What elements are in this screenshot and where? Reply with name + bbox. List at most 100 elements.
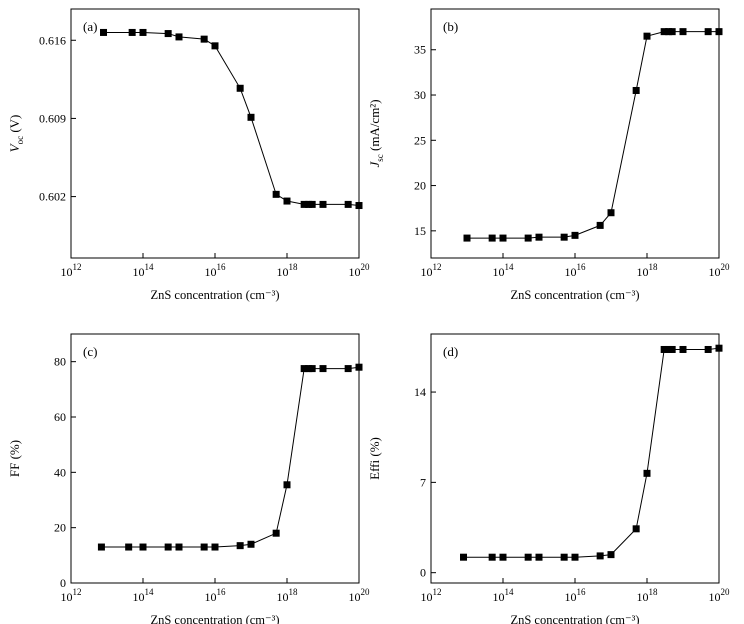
chart-2-series-line — [101, 366, 360, 548]
chart-2-data-point-5 — [200, 543, 208, 551]
chart-3-data-point-3 — [524, 553, 532, 561]
chart-3-x-tick-label: 1012 — [421, 587, 442, 604]
chart-2-x-tick-label: 1012 — [61, 587, 82, 604]
chart-1-x-tick-label: 1016 — [565, 262, 587, 279]
chart-2-data-point-13 — [308, 365, 316, 373]
chart-3-data-point-14 — [679, 345, 687, 353]
chart-0-data-point-14 — [319, 200, 327, 208]
chart-2-y-tick-label: 60 — [54, 410, 66, 424]
chart-0-data-point-15 — [344, 200, 352, 208]
chart-3-data-point-13 — [668, 345, 676, 353]
chart-0-panel-label: (a) — [83, 19, 97, 34]
chart-3-y-tick-label: 0 — [420, 566, 426, 580]
chart-1-x-tick-label: 1020 — [709, 262, 731, 279]
chart-1-y-axis-label: Jsc (mA/cm²) — [367, 99, 385, 167]
chart-2-data-point-10 — [283, 481, 291, 489]
chart-panel-0: 1012 1014 1016 1018 1020 0.602 0.609 0.616 (a) Zn… — [7, 8, 371, 302]
chart-1-data-point-10 — [643, 32, 651, 40]
chart-2-data-point-14 — [319, 365, 327, 373]
chart-2-x-axis-label: ZnS concentration (cm⁻³) — [150, 613, 279, 624]
chart-2-panel-label: (c) — [83, 344, 97, 359]
chart-1-data-point-6 — [571, 231, 579, 239]
chart-3-data-point-9 — [632, 525, 640, 533]
chart-0-data-point-5 — [200, 35, 208, 43]
chart-1-data-point-5 — [560, 233, 568, 241]
chart-1-y-tick-label: 15 — [414, 224, 426, 238]
chart-3-y-axis-label: Effi (%) — [367, 437, 382, 480]
chart-0-x-tick-label: 1014 — [133, 262, 155, 279]
chart-0-data-point-10 — [283, 197, 291, 205]
chart-1-data-point-7 — [596, 221, 604, 229]
chart-1-panel-label: (b) — [443, 19, 458, 34]
chart-2-data-point-0 — [97, 543, 105, 551]
chart-1-y-tick-label: 20 — [414, 179, 426, 193]
chart-3-x-tick-label: 1014 — [493, 587, 515, 604]
chart-0-y-tick-label: 0.602 — [39, 190, 66, 204]
chart-1-y-tick-label: 25 — [414, 133, 426, 147]
chart-1-data-point-13 — [668, 28, 676, 36]
chart-2-x-tick-label: 1020 — [349, 587, 371, 604]
chart-1-data-point-1 — [488, 234, 496, 242]
chart-3-data-point-7 — [596, 552, 604, 560]
chart-0-x-tick-label: 1018 — [277, 262, 299, 279]
chart-3-series-line — [463, 347, 720, 558]
chart-3-x-axis-label: ZnS concentration (cm⁻³) — [510, 613, 639, 624]
chart-3-data-point-4 — [535, 553, 543, 561]
chart-1-data-point-15 — [704, 28, 712, 36]
chart-2-y-tick-label: 0 — [60, 576, 66, 590]
chart-0-data-point-1 — [128, 28, 136, 36]
chart-1-data-point-2 — [499, 234, 507, 242]
chart-1-data-point-9 — [632, 86, 640, 94]
chart-panel-2: 1012 1014 1016 1018 1020 0 20 40 60 80 (c) ZnS conc… — [7, 333, 371, 624]
chart-2-y-tick-label: 20 — [54, 521, 66, 535]
chart-3-plot-frame — [430, 333, 720, 584]
chart-2-x-tick-label: 1014 — [133, 587, 155, 604]
chart-2-y-axis-label: FF (%) — [7, 440, 22, 477]
chart-0-data-point-2 — [139, 28, 147, 36]
chart-3-panel-label: (d) — [443, 344, 458, 359]
chart-3-data-point-16 — [715, 344, 723, 352]
chart-3-x-tick-label: 1020 — [709, 587, 731, 604]
chart-3-data-point-15 — [704, 345, 712, 353]
chart-1-y-tick-label: 30 — [414, 88, 426, 102]
chart-3-x-tick-label: 1018 — [637, 587, 659, 604]
chart-1-data-point-4 — [535, 233, 543, 241]
chart-2-data-point-9 — [272, 529, 280, 537]
chart-3-y-tick-label: 7 — [420, 475, 426, 489]
chart-3-data-point-6 — [571, 553, 579, 561]
chart-0-data-point-8 — [247, 113, 255, 121]
chart-1-y-tick-label: 35 — [414, 43, 426, 57]
chart-3-data-point-2 — [499, 553, 507, 561]
chart-1-series-line — [467, 31, 719, 239]
chart-2-data-point-3 — [164, 543, 172, 551]
chart-1-x-axis-label: ZnS concentration (cm⁻³) — [510, 288, 639, 302]
chart-2-data-point-15 — [344, 365, 352, 373]
chart-2-data-point-8 — [247, 540, 255, 548]
chart-1-plot-frame — [430, 8, 720, 259]
chart-3-x-tick-label: 1016 — [565, 587, 587, 604]
chart-0-x-tick-label: 1020 — [349, 262, 371, 279]
chart-0-y-axis-label: Voc (V) — [7, 115, 25, 153]
chart-1-data-point-8 — [607, 209, 615, 217]
chart-3-data-point-11 — [660, 345, 668, 353]
chart-0-data-point-13 — [308, 200, 316, 208]
chart-2-data-point-16 — [355, 363, 363, 371]
chart-2-data-point-11 — [300, 365, 308, 373]
chart-0-data-point-7 — [236, 84, 244, 92]
chart-3-data-point-5 — [560, 553, 568, 561]
chart-1-data-point-14 — [679, 28, 687, 36]
chart-2-x-tick-label: 1018 — [277, 587, 299, 604]
chart-0-x-axis-label: ZnS concentration (cm⁻³) — [150, 288, 279, 302]
chart-2-data-point-4 — [175, 543, 183, 551]
chart-0-series-line — [103, 31, 360, 207]
chart-2-data-point-7 — [236, 542, 244, 550]
chart-panel-3: 1012 1014 1016 1018 1020 0 7 14 (d) ZnS concentra… — [367, 333, 731, 624]
chart-2-data-point-1 — [125, 543, 133, 551]
chart-2-y-tick-label: 40 — [54, 465, 66, 479]
chart-1-data-point-16 — [715, 28, 723, 36]
chart-0-data-point-4 — [175, 33, 183, 41]
chart-3-data-point-8 — [607, 551, 615, 559]
chart-2-y-tick-label: 80 — [54, 355, 66, 369]
chart-0-data-point-6 — [211, 42, 219, 50]
